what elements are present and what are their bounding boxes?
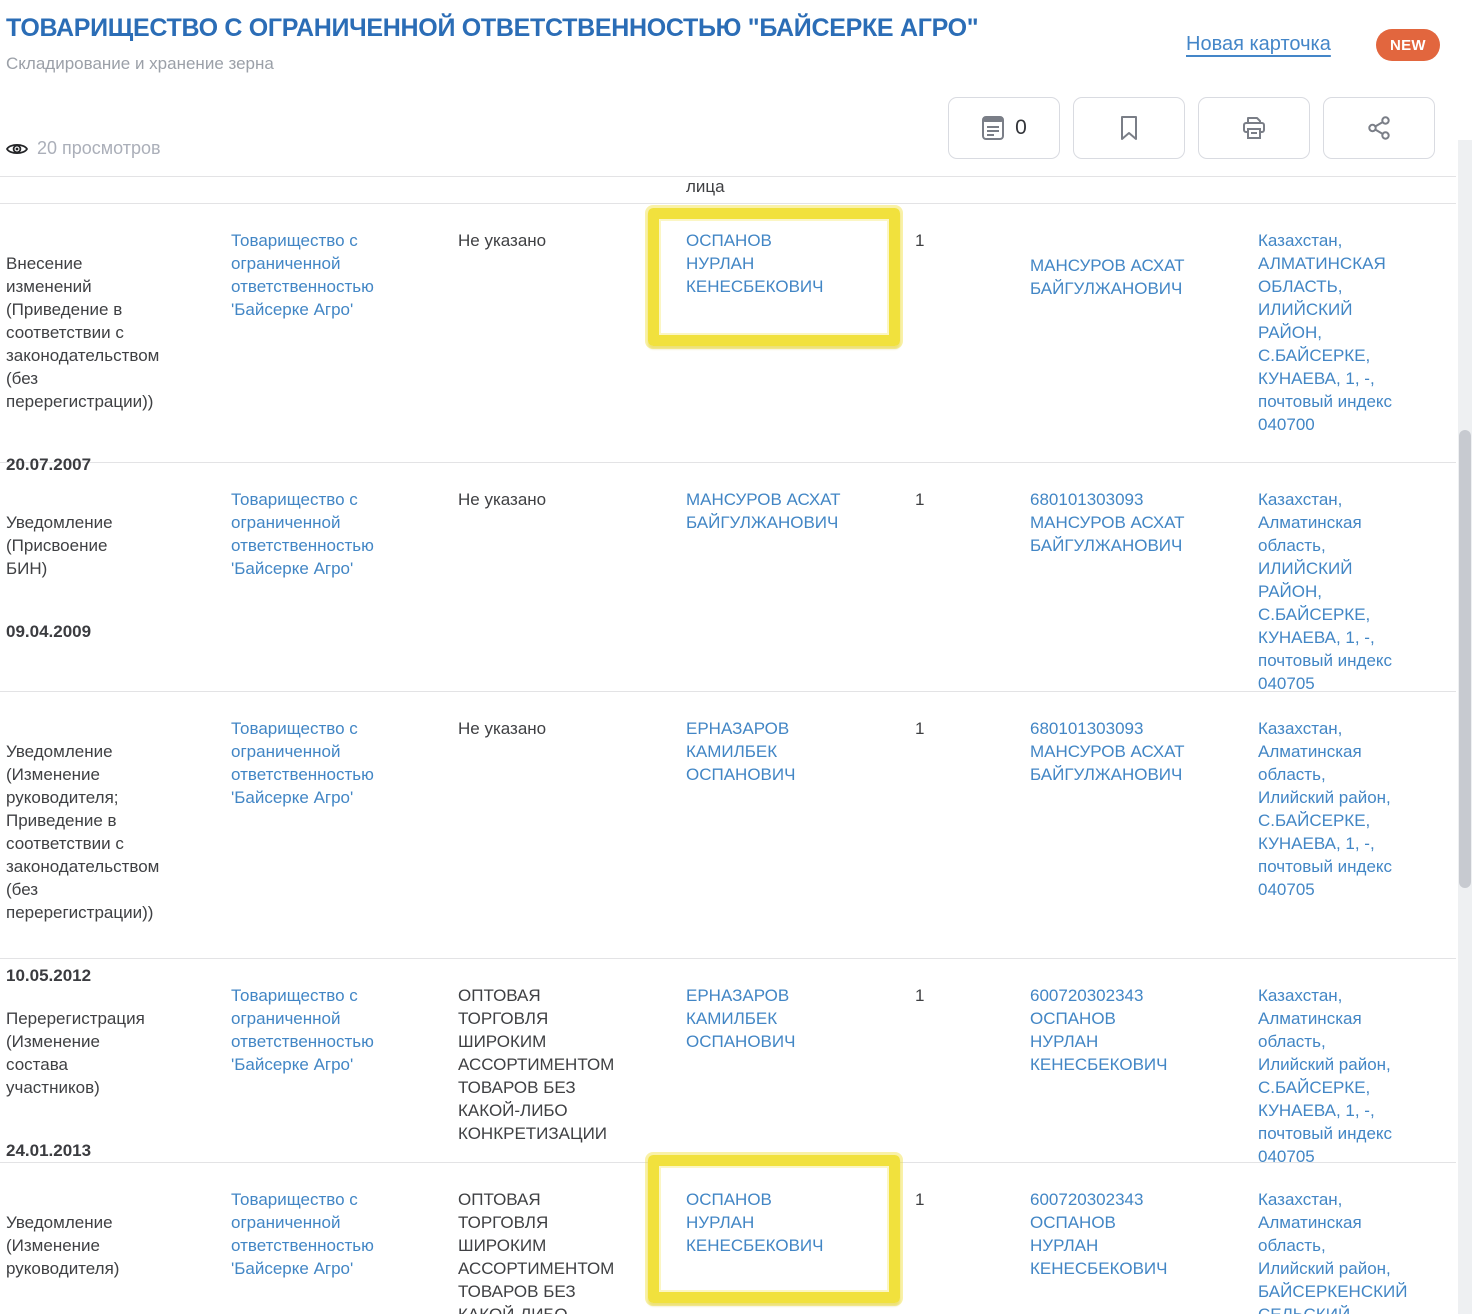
highlight-marker bbox=[648, 208, 900, 346]
new-badge: NEW bbox=[1376, 29, 1440, 61]
activity-cell: Не указано bbox=[458, 719, 547, 738]
printer-icon bbox=[1241, 115, 1267, 141]
founder-link[interactable]: 680101303093 МАНСУРОВ АСХАТ БАЙГУЛЖАНОВИ… bbox=[1030, 490, 1185, 555]
note-icon bbox=[981, 115, 1005, 141]
event-cell: Перерегистрация (Изменение состава участ… bbox=[6, 984, 221, 1185]
event-type: Уведомление (Изменение руководителя; При… bbox=[6, 742, 160, 922]
address-link[interactable]: Казахстан, Алматинская область, Илийский… bbox=[1258, 1190, 1408, 1314]
event-date: 24.01.2013 bbox=[6, 1141, 92, 1160]
director-link[interactable]: ЕРНАЗАРОВ КАМИЛБЕК ОСПАНОВИЧ bbox=[686, 719, 796, 784]
scrollbar-track[interactable] bbox=[1458, 140, 1472, 1314]
bookmark-icon bbox=[1118, 115, 1140, 141]
event-type: Перерегистрация (Изменение состава участ… bbox=[6, 1009, 145, 1097]
new-card-link[interactable]: Новая карточка bbox=[1186, 33, 1331, 55]
column-header-partial: лица bbox=[686, 177, 725, 196]
company-activity-subtitle: Складирование и хранение зерна bbox=[6, 54, 274, 73]
event-date: 20.07.2007 bbox=[6, 455, 92, 474]
address-link[interactable]: Казахстан, Алматинская область, ИЛИЙСКИЙ… bbox=[1258, 490, 1393, 693]
company-link[interactable]: Товарищество с ограниченной ответственно… bbox=[231, 719, 374, 807]
company-link[interactable]: Товарищество с ограниченной ответственно… bbox=[231, 231, 374, 319]
event-type: Внесение изменений (Приведение в соответ… bbox=[6, 254, 160, 411]
address-link[interactable]: Казахстан, Алматинская область, Илийский… bbox=[1258, 719, 1393, 899]
company-link[interactable]: Товарищество с ограниченной ответственно… bbox=[231, 490, 374, 578]
share-icon bbox=[1366, 115, 1392, 141]
count-cell: 1 bbox=[915, 231, 925, 250]
director-link[interactable]: ОСПАНОВ НУРЛАН КЕНЕСБЕКОВИЧ bbox=[686, 231, 824, 296]
table-row: Уведомление (Изменение руководителя; При… bbox=[0, 691, 1456, 985]
count-cell: 1 bbox=[915, 490, 925, 509]
page-title: ТОВАРИЩЕСТВО С ОГРАНИЧЕННОЙ ОТВЕТСТВЕННО… bbox=[6, 14, 979, 42]
highlight-marker bbox=[648, 1155, 900, 1303]
bookmark-button[interactable] bbox=[1073, 97, 1185, 159]
toolbar: 0 bbox=[948, 97, 1435, 159]
table-row: Внесение изменений (Приведение в соответ… bbox=[0, 203, 1456, 474]
director-link[interactable]: МАНСУРОВ АСХАТ БАЙГУЛЖАНОВИЧ bbox=[686, 490, 841, 532]
founder-link[interactable]: МАНСУРОВ АСХАТ БАЙГУЛЖАНОВИЧ bbox=[1030, 256, 1185, 298]
table-row: Уведомление (Изменение руководителя) 24.… bbox=[0, 1155, 1456, 1314]
founder-link[interactable]: 600720302343 ОСПАНОВ НУРЛАН КЕНЕСБЕКОВИЧ bbox=[1030, 1190, 1168, 1278]
event-date: 09.04.2009 bbox=[6, 622, 92, 641]
count-cell: 1 bbox=[915, 719, 925, 738]
event-date: 10.05.2012 bbox=[6, 966, 92, 985]
activity-cell: Не указано bbox=[458, 490, 547, 509]
eye-icon bbox=[6, 141, 28, 157]
event-cell: Уведомление (Изменение руководителя) 24.… bbox=[6, 1188, 221, 1314]
count-cell: 1 bbox=[915, 1190, 925, 1209]
company-link[interactable]: Товарищество с ограниченной ответственно… bbox=[231, 1190, 374, 1278]
event-type: Уведомление (Изменение руководителя) bbox=[6, 1213, 120, 1278]
comments-button[interactable]: 0 bbox=[948, 97, 1060, 159]
table-row: Перерегистрация (Изменение состава участ… bbox=[0, 958, 1456, 1166]
activity-cell: Не указано bbox=[458, 231, 547, 250]
company-link[interactable]: Товарищество с ограниченной ответственно… bbox=[231, 986, 374, 1074]
address-link[interactable]: Казахстан, Алматинская область, Илийский… bbox=[1258, 986, 1393, 1166]
event-type: Уведомление (Присвоение БИН) bbox=[6, 513, 113, 578]
table-top-divider bbox=[0, 176, 1456, 177]
views-count-label: 20 просмотров bbox=[37, 138, 161, 158]
event-cell: Внесение изменений (Приведение в соответ… bbox=[6, 229, 221, 499]
count-cell: 1 bbox=[915, 986, 925, 1005]
comments-count: 0 bbox=[1015, 116, 1027, 139]
founder-link[interactable]: 680101303093 МАНСУРОВ АСХАТ БАЙГУЛЖАНОВИ… bbox=[1030, 719, 1185, 784]
share-button[interactable] bbox=[1323, 97, 1435, 159]
activity-cell: ОПТОВАЯ ТОРГОВЛЯ ШИРОКИМ АССОРТИМЕНТОМ Т… bbox=[458, 1190, 615, 1314]
director-link[interactable]: ОСПАНОВ НУРЛАН КЕНЕСБЕКОВИЧ bbox=[686, 1190, 824, 1255]
activity-cell: ОПТОВАЯ ТОРГОВЛЯ ШИРОКИМ АССОРТИМЕНТОМ Т… bbox=[458, 986, 615, 1143]
director-link[interactable]: ЕРНАЗАРОВ КАМИЛБЕК ОСПАНОВИЧ bbox=[686, 986, 796, 1051]
event-cell: Уведомление (Изменение руководителя; При… bbox=[6, 717, 221, 1010]
views-counter: 20 просмотров bbox=[6, 138, 161, 159]
scrollbar-thumb[interactable] bbox=[1459, 430, 1471, 888]
founder-link[interactable]: 600720302343 ОСПАНОВ НУРЛАН КЕНЕСБЕКОВИЧ bbox=[1030, 986, 1168, 1074]
print-button[interactable] bbox=[1198, 97, 1310, 159]
event-cell: Уведомление (Присвоение БИН) 09.04.2009 bbox=[6, 488, 221, 666]
address-link[interactable]: Казахстан, АЛМАТИНСКАЯ ОБЛАСТЬ, ИЛИЙСКИЙ… bbox=[1258, 231, 1393, 434]
table-row: Уведомление (Присвоение БИН) 09.04.2009 … bbox=[0, 462, 1456, 693]
